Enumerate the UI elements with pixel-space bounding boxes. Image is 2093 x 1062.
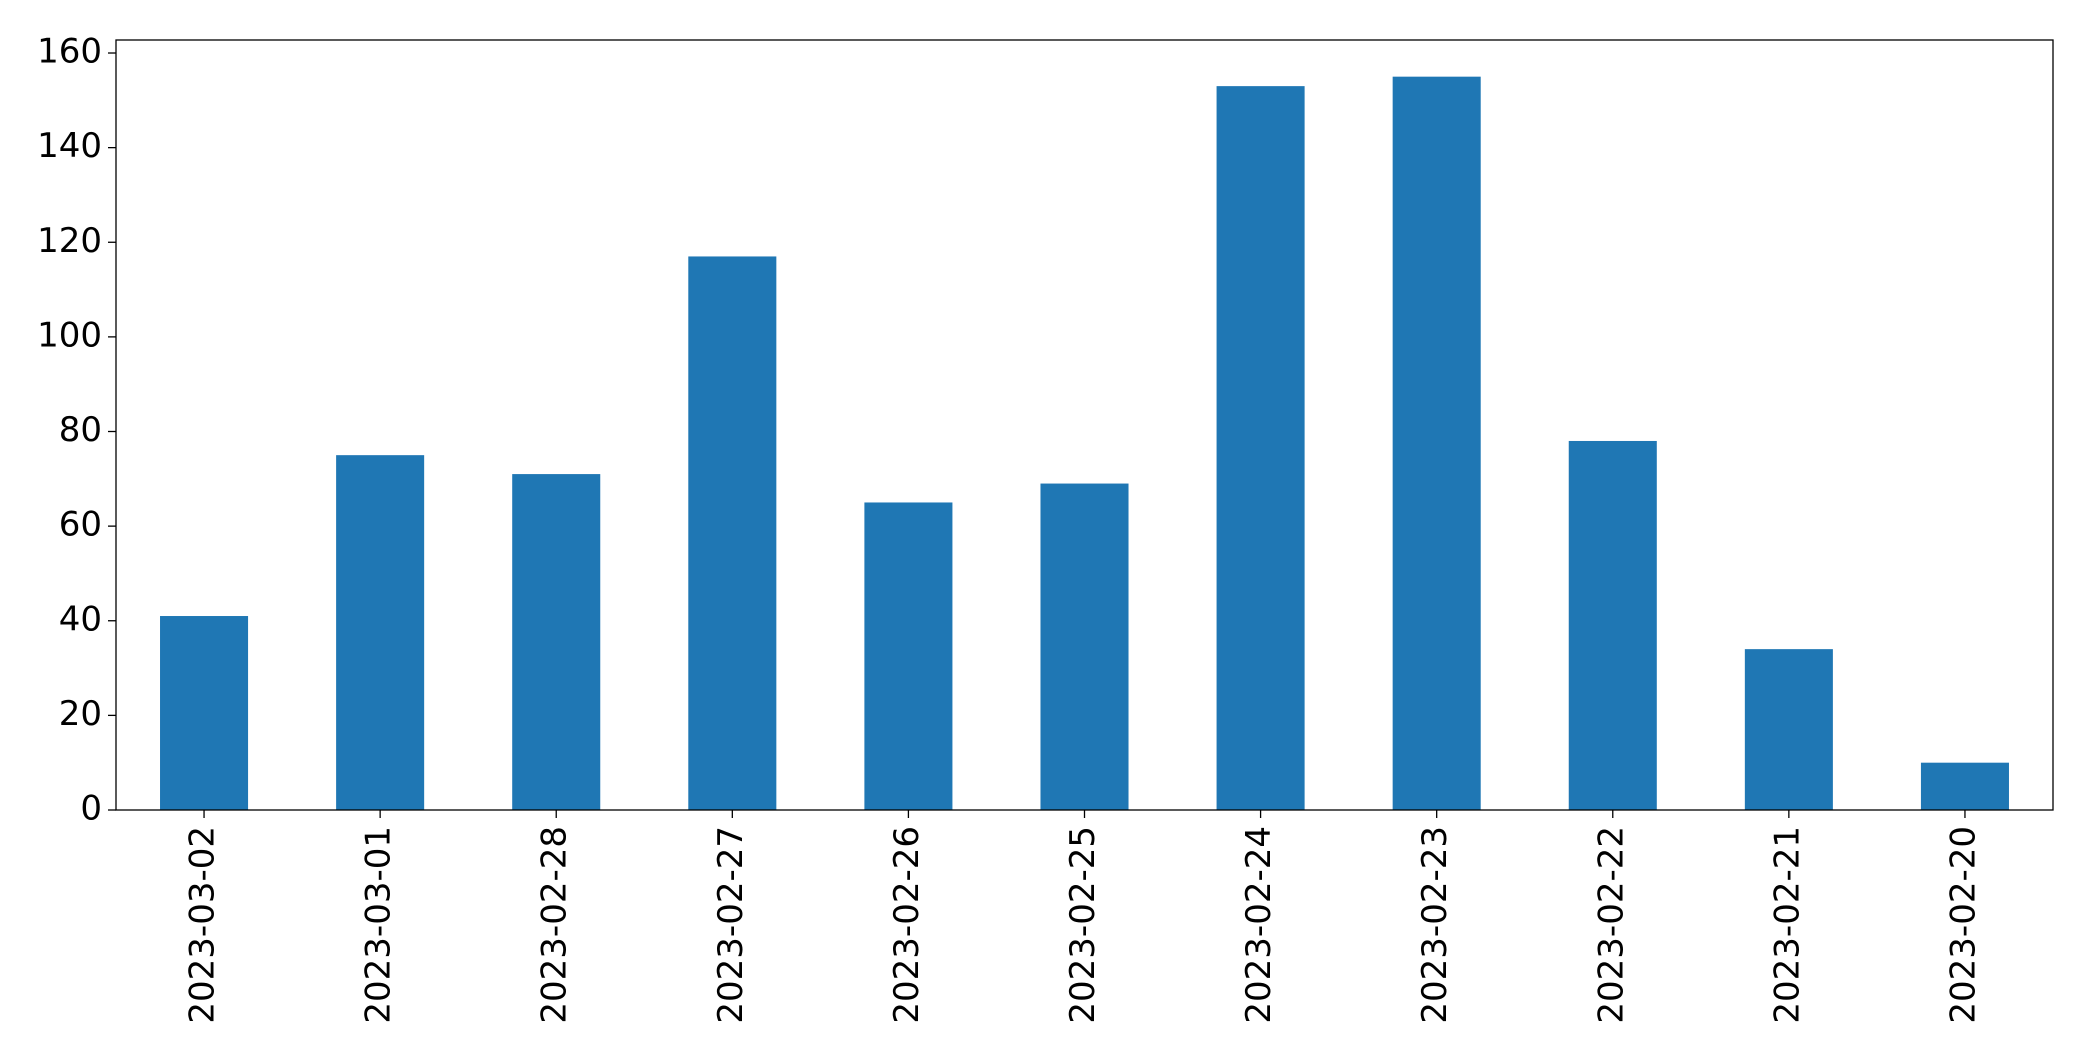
y-tick-label: 40: [59, 599, 102, 639]
bar: [160, 616, 249, 810]
y-tick-label: 100: [37, 315, 102, 355]
x-tick-label: 2023-02-25: [1063, 826, 1103, 1024]
y-tick-label: 60: [59, 505, 102, 545]
bar: [1216, 86, 1305, 811]
x-tick-label: 2023-02-20: [1943, 826, 1983, 1024]
bar: [336, 455, 425, 810]
bar: [1040, 483, 1129, 810]
x-tick-label: 2023-03-01: [359, 826, 399, 1024]
y-tick-label: 120: [37, 221, 102, 261]
x-tick-label: 2023-02-21: [1767, 826, 1807, 1024]
bar: [1920, 762, 2009, 810]
x-tick-label: 2023-02-23: [1415, 826, 1455, 1024]
bar: [512, 474, 601, 810]
bar: [864, 502, 953, 810]
x-tick-label: 2023-02-26: [887, 826, 927, 1024]
bar: [1392, 76, 1481, 810]
y-tick-label: 20: [59, 694, 102, 734]
x-tick-label: 2023-02-22: [1591, 826, 1631, 1024]
x-tick-label: 2023-02-24: [1239, 826, 1279, 1024]
y-tick-label: 80: [59, 410, 102, 450]
plot-frame: [115, 39, 2054, 811]
bar: [1744, 649, 1833, 810]
y-tick-label: 140: [37, 126, 102, 166]
bar: [688, 256, 777, 810]
x-tick-label: 2023-02-27: [711, 826, 751, 1024]
bar: [1568, 440, 1657, 810]
y-tick-label: 0: [80, 789, 102, 829]
y-tick-label: 160: [37, 32, 102, 72]
x-tick-label: 2023-02-28: [535, 826, 575, 1024]
x-tick-label: 2023-03-02: [183, 826, 223, 1024]
